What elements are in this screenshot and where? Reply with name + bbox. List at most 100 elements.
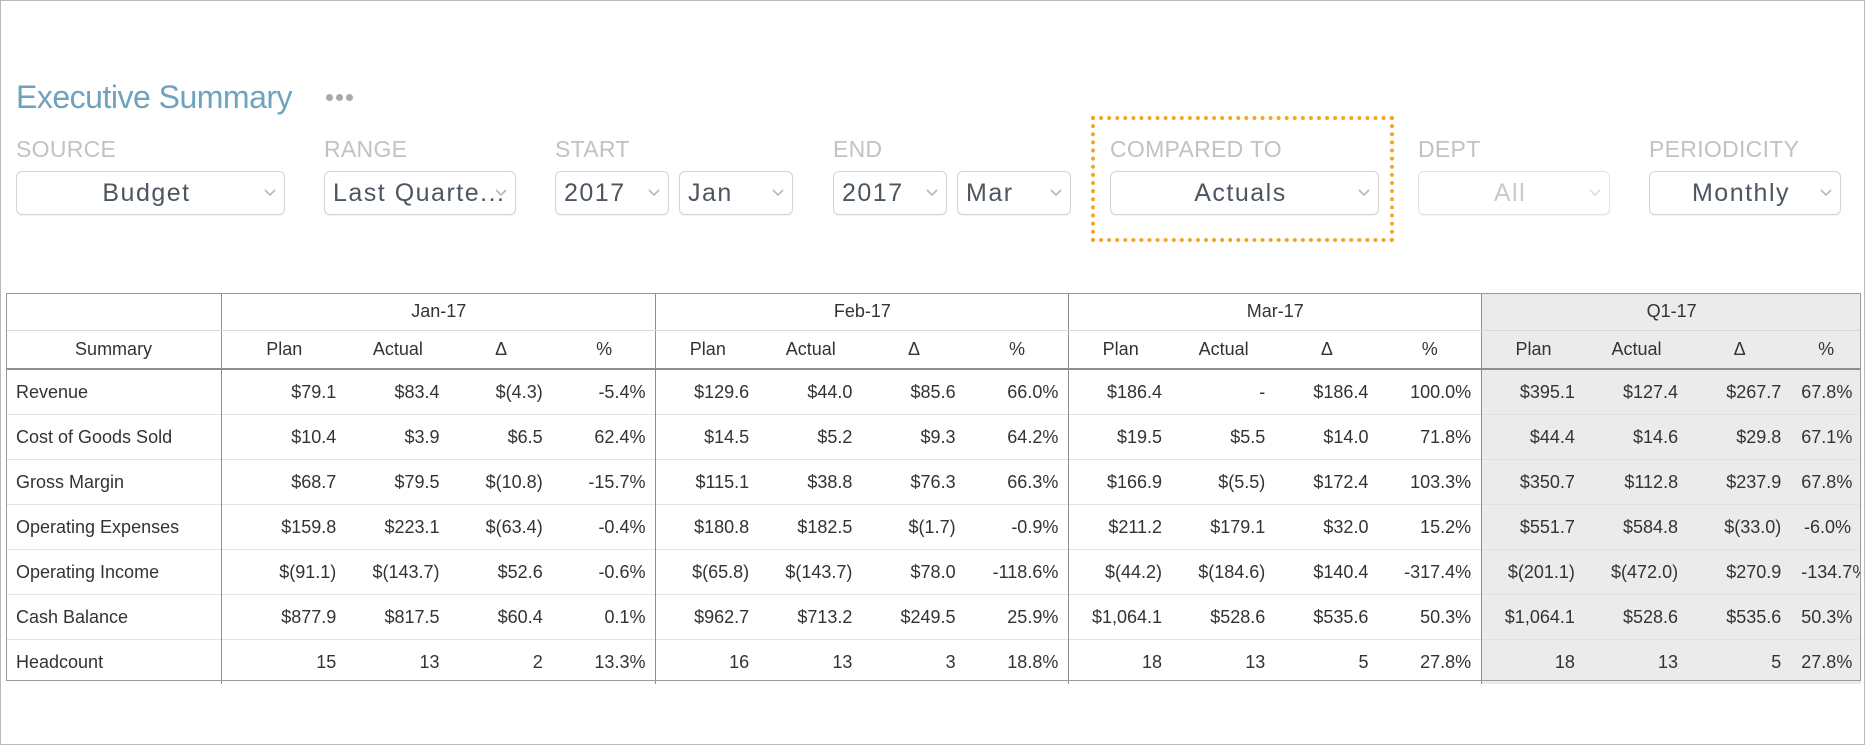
- compared-to-highlight: [1091, 116, 1394, 242]
- table-row: Revenue $79.1 $83.4 $(4.3) -5.4% $129.6 $44.0 $…: [6, 369, 1861, 415]
- table-cell: $9.3: [862, 414, 966, 460]
- periodicity-select[interactable]: Monthly: [1649, 171, 1841, 215]
- period-header: Jan-17: [221, 293, 656, 331]
- table-cell: $32.0: [1275, 504, 1379, 550]
- start-year-value: 2017: [564, 178, 626, 207]
- table-cell: $(63.4): [449, 504, 553, 550]
- table-cell: $535.6: [1688, 594, 1792, 640]
- table-cell: -: [1259, 381, 1266, 402]
- column-header: %: [552, 330, 656, 370]
- source-value: Budget: [102, 178, 191, 207]
- table-cell: 64.2%: [965, 414, 1069, 460]
- dept-filter: DEPT All: [1418, 136, 1610, 215]
- table-cell: $6.5: [449, 414, 553, 460]
- table-cell: 16: [655, 639, 760, 684]
- table-cell: $79.1: [221, 369, 347, 415]
- dept-label: DEPT: [1418, 136, 1481, 162]
- table-row: Headcount 15 13 2 13.3% 16 13 3 18.8% 18 13 5 27.8% 1…: [6, 639, 1861, 684]
- table-cell: $115.1: [655, 459, 760, 505]
- table-cell: -0.4%: [552, 504, 656, 550]
- table-cell: 13: [1584, 639, 1689, 684]
- table-cell: $(143.7): [759, 549, 863, 595]
- column-header: Actual: [1584, 330, 1689, 370]
- chevron-down-icon: [772, 189, 784, 197]
- table-cell: $29.8: [1688, 414, 1792, 460]
- compared-to-select[interactable]: Actuals: [1110, 171, 1379, 215]
- table-cell: $270.9: [1688, 549, 1792, 595]
- end-year-select[interactable]: 2017: [833, 171, 947, 215]
- table-cell: $395.1: [1481, 369, 1585, 415]
- table-cell: $249.5: [862, 594, 966, 640]
- table-cell: $(44.2): [1068, 549, 1173, 595]
- summary-table: Jan-17 Feb-17 Mar-17 Q1-17 Summary Plan A…: [6, 293, 1861, 684]
- end-month-value: Mar: [966, 178, 1014, 207]
- start-year-select[interactable]: 2017: [555, 171, 669, 215]
- table-row: Cash Balance $877.9 $817.5 $60.4 0.1% $962.7 $…: [6, 594, 1861, 640]
- chevron-down-icon: [1820, 189, 1832, 197]
- range-label: RANGE: [324, 136, 408, 162]
- column-header: Δ: [862, 330, 966, 370]
- compared-to-value: Actuals: [1194, 178, 1287, 207]
- periodicity-value: Monthly: [1691, 178, 1791, 207]
- chevron-down-icon: [926, 189, 938, 197]
- column-header-row: Summary Plan Actual Δ% Plan Actual Δ% Plan Actu…: [6, 330, 1861, 370]
- table-cell: 2: [449, 639, 553, 684]
- table-cell: $528.6: [1172, 594, 1276, 640]
- corner-cell: [6, 293, 222, 331]
- table-cell: 5: [1688, 639, 1792, 684]
- table-cell: -5.4%: [598, 381, 646, 402]
- table-cell: $5.5: [1172, 414, 1276, 460]
- source-label: SOURCE: [16, 136, 117, 162]
- ellipsis-icon[interactable]: [322, 90, 357, 105]
- end-month-select[interactable]: Mar: [957, 171, 1071, 215]
- table-cell: $(4.3): [495, 381, 543, 402]
- chevron-down-icon: [648, 189, 660, 197]
- table-cell: 13.3%: [552, 639, 656, 684]
- table-cell: $127.4: [1584, 369, 1689, 415]
- chevron-down-icon: [1589, 189, 1601, 197]
- source-select[interactable]: Budget: [16, 171, 285, 215]
- end-filter: END 2017 Mar: [833, 136, 1071, 215]
- row-label: Headcount: [6, 639, 222, 684]
- table-cell: $10.4: [221, 414, 347, 460]
- table-cell: $(10.8): [449, 459, 553, 505]
- table-cell: $237.9: [1688, 459, 1792, 505]
- table-row: Operating Income $(91.1) $(143.7) $52.6 -0.6…: [6, 549, 1861, 595]
- table-cell: 13: [1172, 639, 1276, 684]
- table-cell: 67.1%: [1791, 414, 1861, 460]
- table-cell: 50.3%: [1791, 594, 1861, 640]
- table-cell: $14.0: [1275, 414, 1379, 460]
- table-cell: $(65.8): [655, 549, 760, 595]
- table-cell: 66.0%: [1007, 381, 1059, 402]
- table-cell: -15.7%: [552, 459, 656, 505]
- source-filter: SOURCE Budget: [16, 136, 285, 215]
- start-filter: START 2017 Jan: [555, 136, 793, 215]
- start-month-select[interactable]: Jan: [679, 171, 793, 215]
- table-cell: $85.6: [910, 381, 956, 402]
- period-header: Mar-17: [1068, 293, 1482, 331]
- column-header: Actual: [759, 330, 863, 370]
- table-cell: $3.9: [346, 414, 450, 460]
- table-cell: $1,064.1: [1481, 594, 1585, 640]
- table-cell: $52.6: [449, 549, 553, 595]
- range-select[interactable]: Last Quarte...: [324, 171, 516, 215]
- summary-header: Summary: [6, 330, 222, 370]
- table-cell: -134.7%: [1791, 549, 1861, 595]
- column-header: Plan: [655, 330, 760, 370]
- table-cell: $166.9: [1068, 459, 1173, 505]
- chevron-down-icon: [1358, 189, 1370, 197]
- column-header: %: [1378, 330, 1482, 370]
- table-cell: $(91.1): [221, 549, 347, 595]
- table-cell: $78.0: [862, 549, 966, 595]
- table-cell: 15.2%: [1378, 504, 1482, 550]
- table-cell: $713.2: [759, 594, 863, 640]
- row-label: Operating Expenses: [6, 504, 222, 550]
- page-header: Executive Summary: [16, 79, 357, 116]
- row-label: Gross Margin: [6, 459, 222, 505]
- table-cell: $44.0: [807, 381, 853, 402]
- chevron-down-icon: [1050, 189, 1062, 197]
- table-cell: $186.4: [1068, 369, 1173, 415]
- column-header: Plan: [1481, 330, 1585, 370]
- table-cell: $535.6: [1275, 594, 1379, 640]
- table-cell: 103.3%: [1378, 459, 1482, 505]
